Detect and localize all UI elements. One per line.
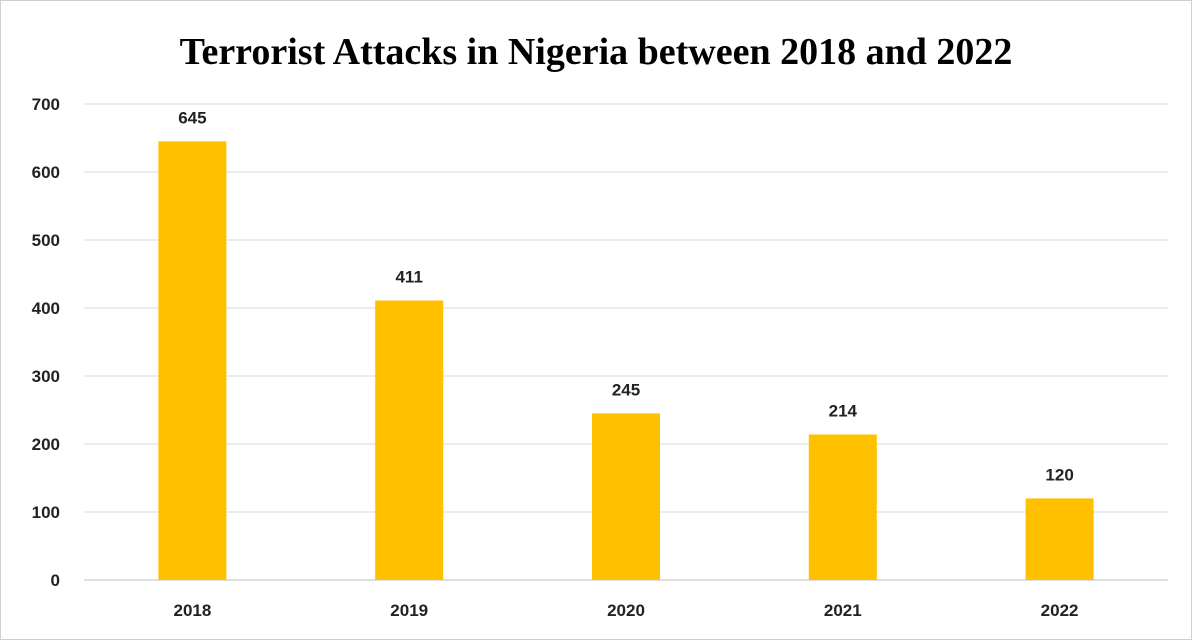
y-tick-label: 0 bbox=[51, 571, 60, 590]
x-category-label: 2018 bbox=[173, 601, 211, 620]
bars bbox=[158, 141, 1094, 580]
data-label-2019: 411 bbox=[395, 268, 422, 287]
y-tick-label: 500 bbox=[32, 231, 60, 250]
x-category-label: 2022 bbox=[1041, 601, 1079, 620]
y-tick-label: 400 bbox=[32, 299, 60, 318]
data-label-2020: 245 bbox=[612, 380, 640, 399]
bar-2019 bbox=[375, 300, 444, 580]
data-labels: 645 411 245 214 120 bbox=[178, 108, 1074, 484]
bar-2022 bbox=[1025, 498, 1094, 580]
y-tick-label: 300 bbox=[32, 367, 60, 386]
x-category-label: 2021 bbox=[824, 601, 862, 620]
y-axis-ticks: 0 100 200 300 400 500 600 700 bbox=[32, 95, 60, 590]
x-category-label: 2020 bbox=[607, 601, 645, 620]
data-label-2018: 645 bbox=[178, 108, 206, 127]
y-tick-label: 700 bbox=[32, 95, 60, 114]
y-tick-label: 600 bbox=[32, 163, 60, 182]
bar-2020 bbox=[592, 413, 660, 580]
chart-title: Terrorist Attacks in Nigeria between 201… bbox=[179, 31, 1013, 73]
y-tick-label: 100 bbox=[32, 503, 60, 522]
bar-2018 bbox=[158, 141, 227, 580]
x-category-label: 2019 bbox=[390, 601, 428, 620]
bar-2021 bbox=[808, 434, 877, 580]
data-label-2021: 214 bbox=[829, 401, 858, 420]
y-tick-label: 200 bbox=[32, 435, 60, 454]
x-axis-categories: 2018 2019 2020 2021 2022 bbox=[173, 601, 1078, 620]
data-label-2022: 120 bbox=[1045, 465, 1073, 484]
